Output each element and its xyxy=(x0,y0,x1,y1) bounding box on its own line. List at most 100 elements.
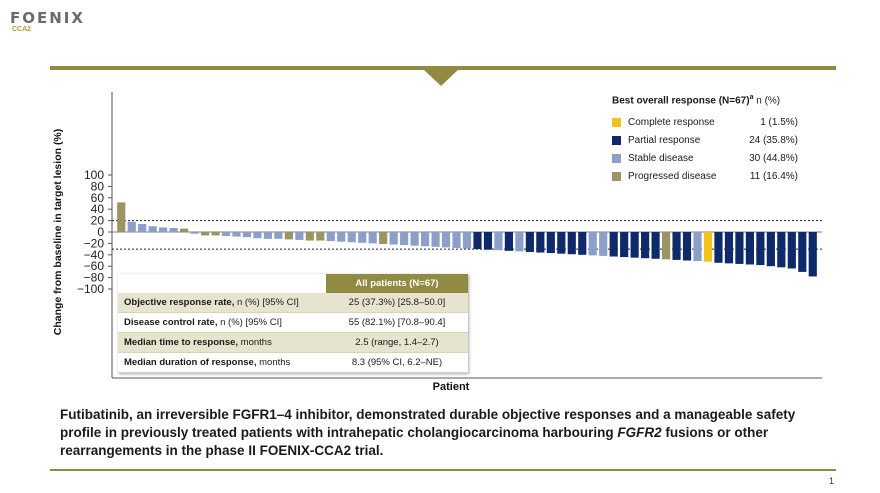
bar xyxy=(117,202,126,232)
bar xyxy=(661,232,671,260)
row-label: Median duration of response, months xyxy=(118,352,326,373)
row-value: 25 (37.3%) [25.8–50.0] xyxy=(326,293,468,313)
bar xyxy=(525,232,534,252)
row-value: 8.3 (95% CI, 6.2–NE) xyxy=(326,352,468,373)
summary-caption: Futibatinib, an irreversible FGFR1–4 inh… xyxy=(60,406,840,460)
legend-label: Progressed disease xyxy=(628,170,717,182)
bar xyxy=(180,228,189,232)
legend-title: Best overall response (N=67)a n (%) xyxy=(612,94,798,106)
bar xyxy=(557,232,566,254)
bar xyxy=(452,232,461,248)
bar xyxy=(578,232,587,255)
table-row: Disease control rate, n (%) [95% CI] 55 … xyxy=(118,312,468,333)
legend-label: Partial response xyxy=(628,134,701,146)
bar xyxy=(777,232,786,268)
bar xyxy=(159,227,168,232)
efficacy-summary-table: All patients (N=67) Objective response r… xyxy=(118,274,468,373)
bar xyxy=(599,232,608,256)
bar xyxy=(483,232,493,250)
bar xyxy=(305,232,314,241)
bar xyxy=(766,232,775,267)
bar xyxy=(127,221,136,232)
bar xyxy=(808,232,817,277)
header-divider xyxy=(50,66,836,70)
bar xyxy=(347,232,356,243)
bar xyxy=(735,232,744,264)
bar xyxy=(546,232,555,254)
row-value: 2.5 (range, 1.4–2.7) xyxy=(326,332,468,353)
bar xyxy=(190,232,199,234)
legend-item-complete-response: Complete response 1 (1.5%) xyxy=(612,113,798,131)
y-tick-label: 0 xyxy=(97,225,104,239)
y-tick-label: 100 xyxy=(84,168,104,182)
bar xyxy=(431,232,440,247)
bar xyxy=(200,232,210,236)
bar xyxy=(232,232,241,237)
y-tick-label: 60 xyxy=(91,191,105,205)
row-label-unit: months xyxy=(256,357,291,368)
bar xyxy=(326,232,335,242)
bar xyxy=(787,232,796,269)
bar xyxy=(693,232,702,262)
y-tick-label: 20 xyxy=(91,214,105,228)
bar xyxy=(253,232,262,239)
footer-divider xyxy=(50,469,836,471)
legend-swatch xyxy=(612,171,621,181)
y-axis-label: Change from baseline in target lesion (%… xyxy=(52,129,64,336)
legend-item-progressed-disease: Progressed disease 11 (16.4%) xyxy=(612,167,798,185)
row-value: 55 (82.1%) [70.8–90.4] xyxy=(326,312,468,333)
row-label-bold: Median time to response, xyxy=(124,337,239,348)
legend-label: Complete response xyxy=(628,116,715,128)
legend-value: 24 (35.8%) xyxy=(749,134,798,146)
bar xyxy=(473,232,482,250)
foenix-logo: FOENIX CCA2 xyxy=(10,10,85,34)
bar xyxy=(410,232,419,246)
bar xyxy=(316,232,325,241)
table-header-blank xyxy=(118,274,326,293)
bar xyxy=(274,232,283,239)
legend-title-unit: n (%) xyxy=(756,95,781,107)
bar xyxy=(536,232,545,253)
bar xyxy=(798,232,807,272)
caption-text-end: fusions or other rearrangements in the p… xyxy=(60,425,769,458)
y-tick-label: −80 xyxy=(84,271,105,285)
table-row: Median time to response, months 2.5 (ran… xyxy=(118,332,468,353)
table-row: Median duration of response, months 8.3 … xyxy=(118,352,468,373)
legend-swatch xyxy=(612,153,621,163)
logo-subtitle: CCA2 xyxy=(12,26,32,33)
row-label-unit: n (%) [95% CI] xyxy=(234,297,299,308)
table-header-row: All patients (N=67) xyxy=(118,274,468,293)
bar xyxy=(211,232,220,236)
y-tick-label: 80 xyxy=(91,179,105,193)
caption-gene-name: FGFR2 xyxy=(617,425,662,440)
bar xyxy=(337,232,346,242)
x-axis-label: Patient xyxy=(433,381,470,393)
legend-label: Stable disease xyxy=(628,152,694,164)
y-tick-label: −40 xyxy=(84,248,105,262)
bar xyxy=(641,232,650,259)
y-tick-label: −100 xyxy=(77,282,104,296)
y-tick-label: −20 xyxy=(84,236,105,250)
bar xyxy=(515,232,524,252)
table-row: Objective response rate, n (%) [95% CI] … xyxy=(118,293,468,313)
caption-text: Futibatinib, an irreversible FGFR1–4 inh… xyxy=(60,407,796,440)
bar xyxy=(682,232,692,261)
bar xyxy=(745,232,754,265)
page-number: 1 xyxy=(828,476,834,486)
bar xyxy=(358,232,367,243)
row-label: Disease control rate, n (%) [95% CI] xyxy=(118,312,326,333)
bar xyxy=(148,226,157,232)
header-notch xyxy=(423,69,459,86)
bar xyxy=(462,232,472,249)
row-label-bold: Median duration of response, xyxy=(124,357,257,368)
bar xyxy=(714,232,723,263)
legend-value: 1 (1.5%) xyxy=(760,116,798,128)
bar xyxy=(379,232,388,244)
row-label: Objective response rate, n (%) [95% CI] xyxy=(118,293,326,313)
bar xyxy=(756,232,765,266)
table-header-all-patients: All patients (N=67) xyxy=(326,274,468,293)
bar xyxy=(672,232,681,260)
bar xyxy=(263,232,273,239)
legend-value: 11 (16.4%) xyxy=(749,170,798,182)
